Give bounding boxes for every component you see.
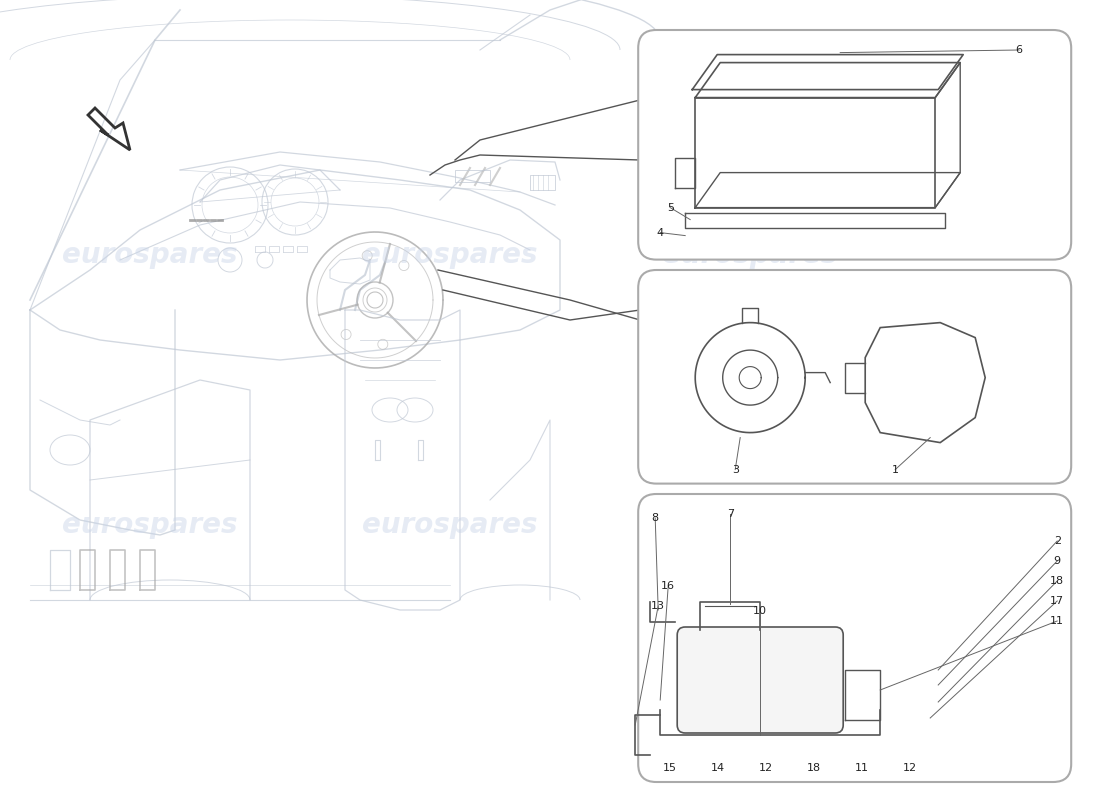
Text: 18: 18 — [1050, 576, 1065, 586]
Text: 16: 16 — [661, 581, 675, 591]
Text: 3: 3 — [732, 465, 739, 474]
Text: 12: 12 — [759, 763, 773, 773]
Text: 15: 15 — [663, 763, 678, 773]
Text: 14: 14 — [711, 763, 725, 773]
Text: 10: 10 — [754, 606, 767, 616]
Text: eurospares: eurospares — [662, 241, 838, 269]
Text: 7: 7 — [727, 509, 734, 519]
Text: 11: 11 — [855, 763, 869, 773]
Text: 17: 17 — [1050, 596, 1065, 606]
Text: 6: 6 — [1015, 45, 1023, 55]
Text: eurospares: eurospares — [662, 511, 838, 539]
Text: 11: 11 — [1050, 616, 1064, 626]
FancyBboxPatch shape — [638, 494, 1071, 782]
Text: eurospares: eurospares — [63, 511, 238, 539]
Text: 8: 8 — [651, 513, 659, 523]
FancyBboxPatch shape — [638, 30, 1071, 259]
Text: 4: 4 — [657, 227, 663, 238]
Text: 9: 9 — [1054, 556, 1060, 566]
Text: eurospares: eurospares — [362, 241, 538, 269]
Text: 5: 5 — [667, 202, 673, 213]
Text: 13: 13 — [651, 601, 666, 611]
Text: 2: 2 — [1054, 536, 1060, 546]
Text: 1: 1 — [892, 465, 899, 474]
Text: eurospares: eurospares — [362, 511, 538, 539]
FancyBboxPatch shape — [678, 627, 844, 733]
Text: 12: 12 — [903, 763, 917, 773]
Text: 18: 18 — [807, 763, 822, 773]
FancyBboxPatch shape — [638, 270, 1071, 483]
Text: eurospares: eurospares — [63, 241, 238, 269]
